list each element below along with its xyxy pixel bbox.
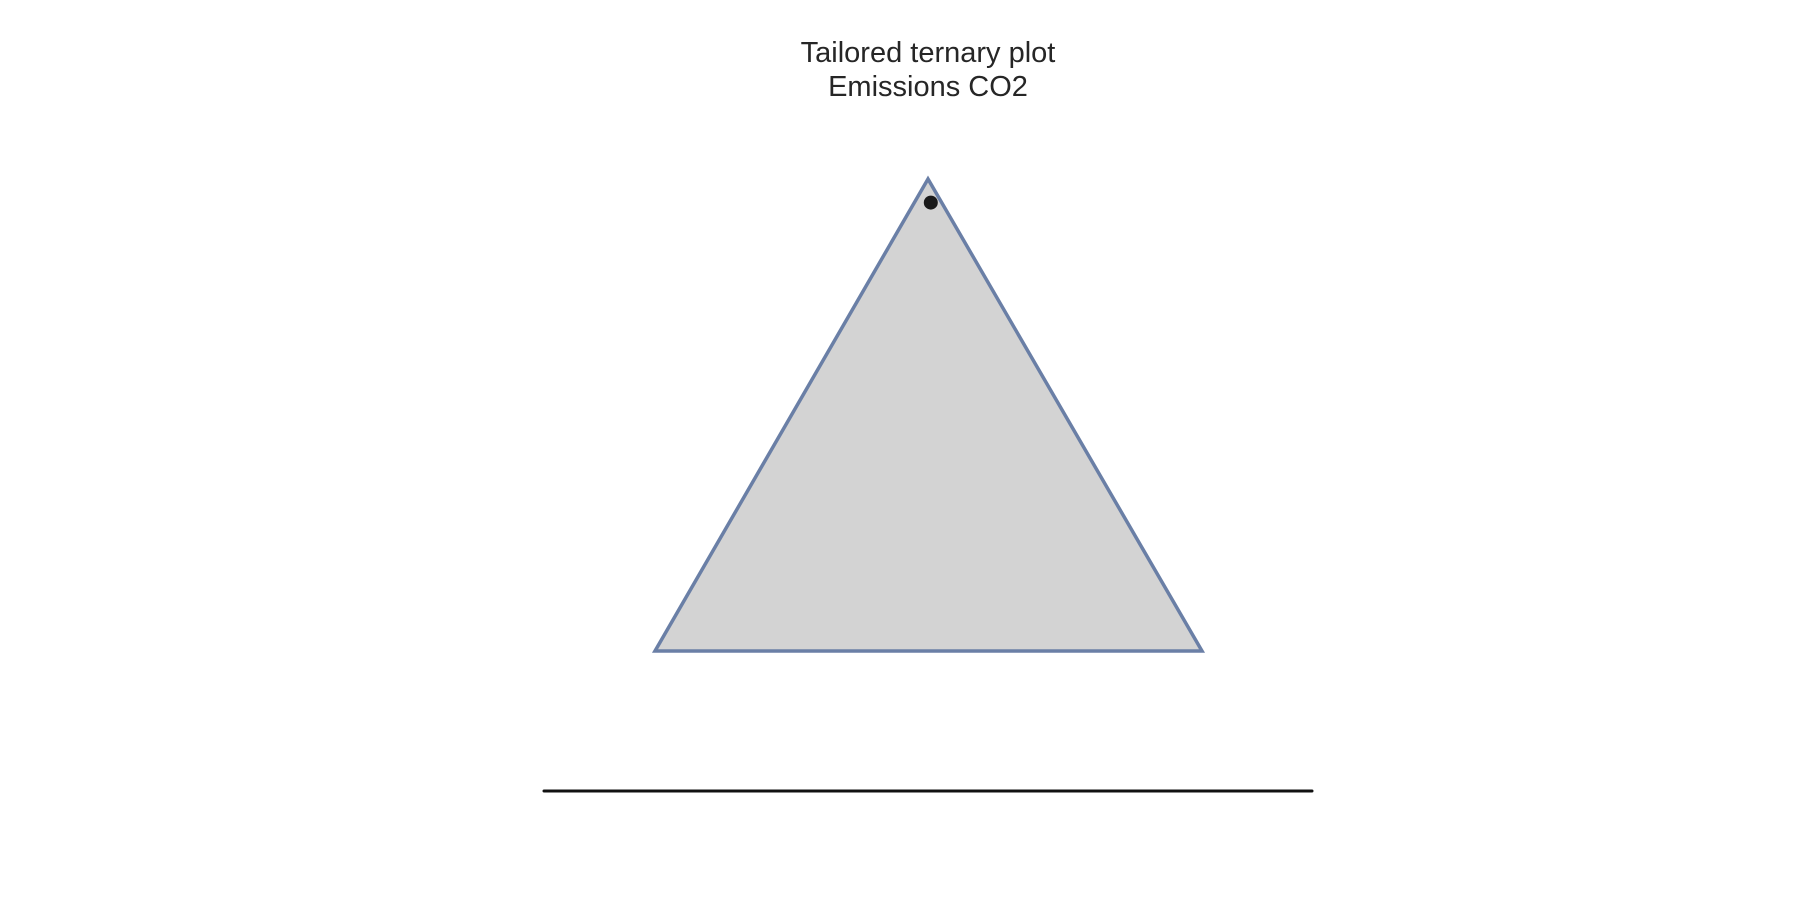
data-point-1 [923,195,938,210]
chart-title: Tailored ternary plot [800,37,1056,69]
ternary-triangle [651,175,1206,653]
chart-title-block: Tailored ternary plot Emissions CO2 [0,36,1800,104]
chart-subtitle: Emissions CO2 [828,71,1028,103]
data-points [923,195,938,210]
